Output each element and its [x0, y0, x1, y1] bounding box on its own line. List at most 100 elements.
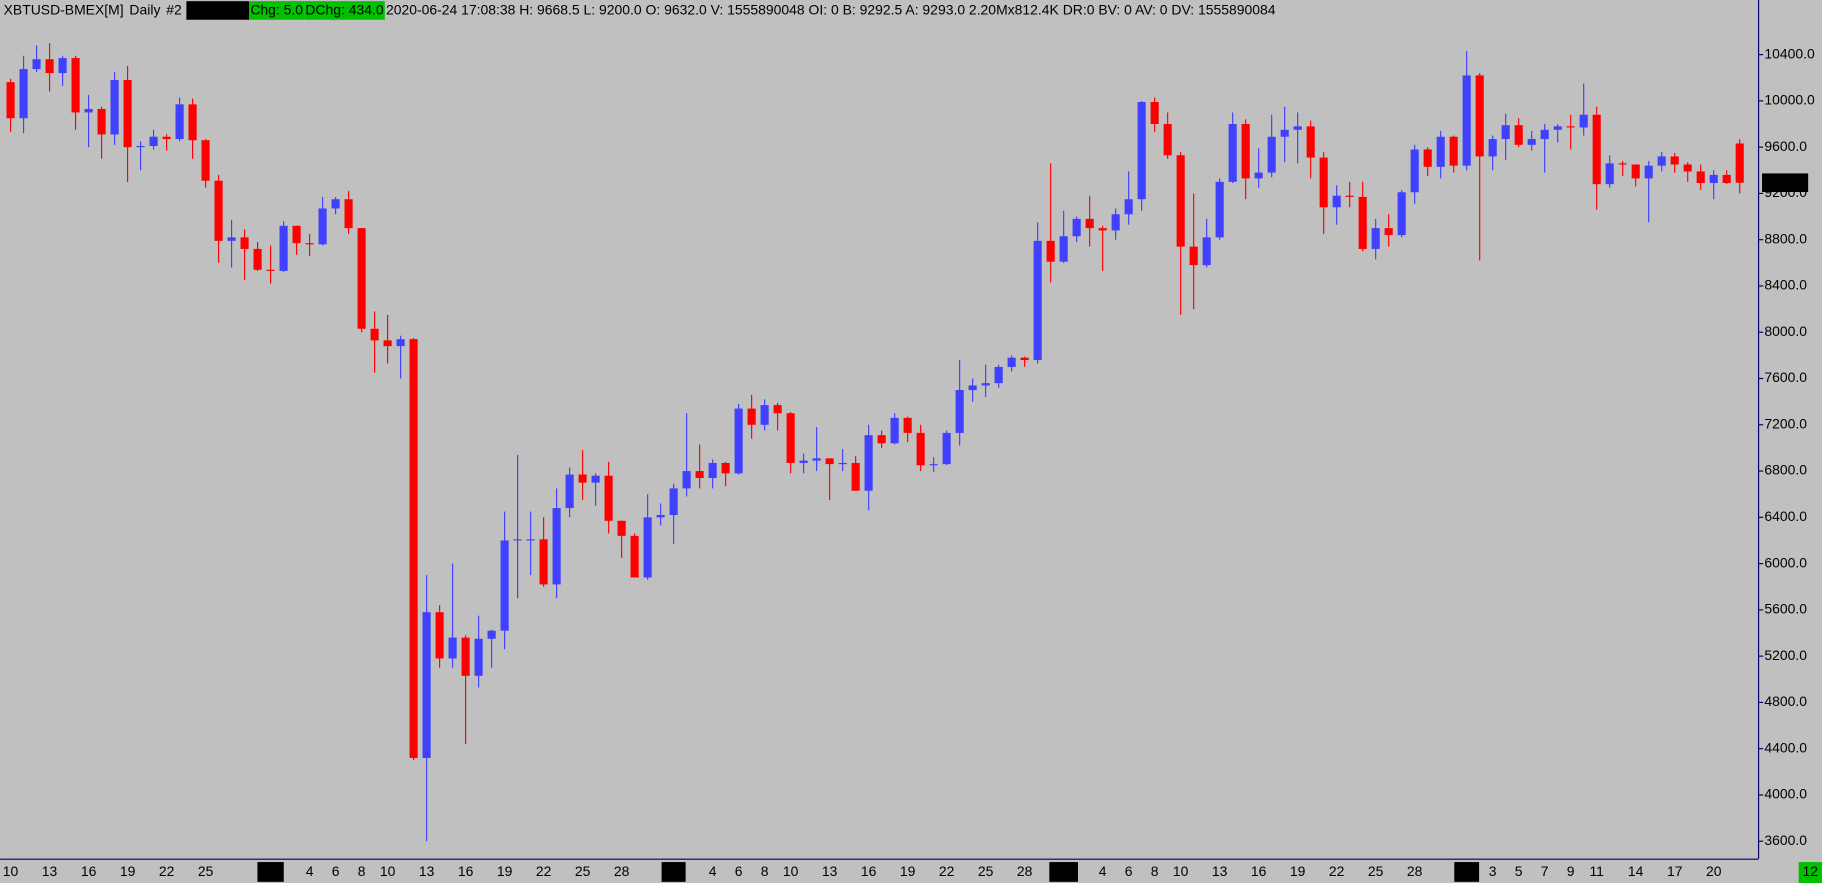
header-box [249, 1, 305, 20]
candle-body [760, 405, 769, 425]
x-tick-label: Jun [1455, 863, 1477, 879]
x-tick-label: 6 [1125, 863, 1133, 879]
y-tick-label: 6000.0 [1764, 554, 1807, 570]
candle-body [279, 225, 288, 271]
candle-body [1332, 195, 1341, 208]
x-tick-label: 28 [614, 863, 630, 879]
candle-body [591, 475, 600, 483]
x-tick-label: 8 [358, 863, 366, 879]
x-tick-label: 3 [1489, 863, 1497, 879]
candle-body [331, 199, 340, 209]
candle-body [383, 340, 392, 347]
candle-body [1670, 156, 1679, 165]
candle-body [877, 435, 886, 444]
candle-body [1501, 125, 1510, 140]
candle-body [1059, 236, 1068, 262]
candle-body [1553, 126, 1562, 130]
candle-body [1137, 102, 1146, 200]
candle-body [1683, 164, 1692, 172]
candle-body [1566, 126, 1575, 128]
candle-body [1644, 165, 1653, 179]
x-tick-label: 6 [332, 863, 340, 879]
y-tick-label: 7600.0 [1764, 369, 1807, 385]
x-tick-label: May [1050, 863, 1076, 879]
candle-body [552, 508, 561, 585]
y-tick-label: 10000.0 [1764, 92, 1815, 108]
candle-body [123, 80, 132, 148]
x-tick-label: 13 [42, 863, 58, 879]
candle-body [149, 136, 158, 146]
candle-body [1046, 240, 1055, 262]
header-text: #2 [166, 2, 182, 18]
header-text: Chg: 5.0 [250, 2, 303, 18]
x-tick-label: 10 [1173, 863, 1189, 879]
candle-body [1696, 171, 1705, 184]
x-tick-label: 28 [1017, 863, 1033, 879]
candle-body [916, 432, 925, 466]
candle-body [422, 612, 431, 758]
candle-body [838, 462, 847, 465]
candle-body [45, 59, 54, 74]
candle-body [773, 405, 782, 414]
candle-body [942, 432, 951, 465]
candle-body [240, 237, 249, 249]
header-text: 2020-06-24 17:08:38 H: 9668.5 L: 9200.0 … [386, 2, 1276, 18]
candle-body [1618, 163, 1627, 165]
x-tick-label: 22 [536, 863, 552, 879]
y-tick-label: 9600.0 [1764, 138, 1807, 154]
candle-body [929, 464, 938, 466]
y-tick-label: 8800.0 [1764, 230, 1807, 246]
candle-body [1657, 156, 1666, 166]
y-tick-label: 3600.0 [1764, 832, 1807, 848]
candle-body [955, 390, 964, 433]
candle-body [1514, 125, 1523, 145]
x-month-box [1049, 862, 1078, 882]
x-tick-label: 16 [81, 863, 97, 879]
candle-body [201, 140, 210, 181]
candle-body [474, 638, 483, 676]
x-tick-label: 4 [709, 863, 717, 879]
candle-body [32, 59, 41, 70]
candle-body [903, 417, 912, 433]
candle-body [1462, 75, 1471, 166]
y-tick-label: 8000.0 [1764, 323, 1807, 339]
candle-body [747, 408, 756, 425]
x-tick-label: 19 [1290, 863, 1306, 879]
candle-body [734, 408, 743, 474]
candle-body [58, 58, 67, 74]
x-tick-label: 11 [1589, 863, 1604, 879]
candle-body [1111, 214, 1120, 231]
candle-body [435, 612, 444, 659]
x-tick-label: 13 [1212, 863, 1228, 879]
candle-body [344, 199, 353, 229]
candle-body [305, 243, 314, 245]
candle-body [1241, 124, 1250, 179]
candle-body [1410, 149, 1419, 193]
candle-body [1579, 114, 1588, 128]
candle-body [1085, 218, 1094, 229]
badge: 12 [1803, 863, 1819, 879]
candle-body [981, 383, 990, 386]
candle-body [1189, 246, 1198, 266]
x-tick-label: Apr [663, 863, 685, 879]
candle-body [565, 474, 574, 509]
last-price-box [1762, 173, 1809, 193]
x-tick-label: 8 [761, 863, 769, 879]
candle-body [812, 458, 821, 461]
x-tick-label: 28 [1407, 863, 1423, 879]
x-tick-label: 9 [1567, 863, 1575, 879]
candle-body [1280, 129, 1289, 137]
candle-body [1293, 126, 1302, 130]
x-tick-label: 4 [1099, 863, 1107, 879]
candle-body [1319, 157, 1328, 208]
x-tick-label: 19 [900, 863, 916, 879]
candle-body [487, 630, 496, 639]
candle-body [656, 515, 665, 518]
x-month-box [661, 862, 686, 882]
y-tick-label: 10400.0 [1764, 45, 1815, 61]
candle-body [448, 637, 457, 659]
candle-body [1163, 124, 1172, 156]
candle-body [1709, 174, 1718, 184]
